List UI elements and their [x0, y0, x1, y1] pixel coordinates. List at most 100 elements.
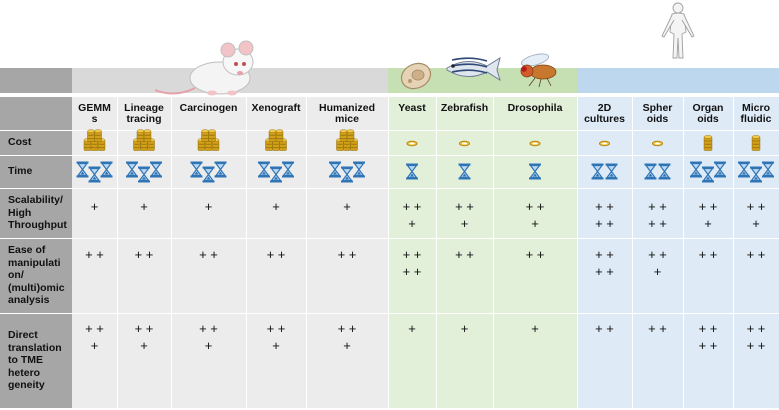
- grid-col-line: [436, 97, 437, 408]
- hourglass-icon: [738, 161, 774, 183]
- row-label: Scalability/ High Throughput: [8, 194, 67, 232]
- grid-row-line: [0, 155, 779, 156]
- plus-score: + +: [402, 264, 422, 279]
- plus-score: +: [408, 216, 416, 231]
- plus-score: + +: [648, 247, 667, 262]
- column-header: Drosophila: [507, 102, 563, 114]
- plus-score: + +: [85, 321, 104, 336]
- plus-score: +: [272, 338, 280, 353]
- score-cell-ease: + + +: [632, 238, 683, 313]
- plus-score: +: [140, 199, 148, 214]
- human-figure-icon: [661, 2, 695, 59]
- grid-col-line: [117, 97, 118, 408]
- single-coin-icon: [599, 140, 610, 147]
- score-cell-ease: + +: [246, 238, 306, 313]
- score-cell-scalability: + + +: [733, 188, 779, 238]
- row-label: Time: [8, 165, 33, 178]
- score-cell-ease: + +: [733, 238, 779, 313]
- score-cell-ease: + +: [493, 238, 577, 313]
- score-cell-translation: + + + +: [683, 313, 733, 408]
- plus-score: +: [531, 216, 539, 231]
- row-label: Cost: [8, 136, 32, 149]
- plus-score: +: [90, 199, 99, 214]
- plus-score: + +: [698, 247, 718, 262]
- single-coin-icon: [529, 140, 541, 147]
- score-cell-ease: + + + +: [388, 238, 436, 313]
- plus-score: + +: [402, 247, 422, 262]
- plus-score: + +: [455, 247, 474, 262]
- mouse-illustration-icon: [154, 40, 254, 96]
- single-coin-icon: [652, 140, 663, 147]
- score-cell-translation: + + +: [246, 313, 306, 408]
- plus-score: + +: [746, 247, 766, 262]
- plus-score: +: [460, 216, 469, 231]
- plus-score: + +: [698, 321, 718, 336]
- grid-col-line: [388, 97, 389, 408]
- plus-score: +: [460, 321, 469, 336]
- hourglass-icon: [644, 163, 671, 180]
- plus-score: + +: [85, 247, 104, 262]
- coin-stack-small-icon: [703, 135, 713, 151]
- plus-score: +: [204, 338, 213, 353]
- plus-score: + +: [402, 199, 422, 214]
- grid-col-line: [683, 97, 684, 408]
- score-cell-scalability: +: [246, 188, 306, 238]
- row-label: Ease of manipulati on/ (multi)omic analy…: [8, 244, 65, 307]
- plus-score: + +: [595, 321, 614, 336]
- plus-score: + +: [595, 199, 614, 214]
- hourglass-icon: [529, 163, 541, 180]
- column-header: 2D cultures: [584, 102, 625, 125]
- zebrafish-icon: [446, 56, 501, 82]
- plus-score: +: [343, 199, 351, 214]
- score-cell-translation: + +: [632, 313, 683, 408]
- coin-stack-small-icon: [751, 135, 761, 151]
- grid-row-line: [0, 238, 779, 239]
- grid-row-line: [0, 188, 779, 189]
- score-cell-ease: + +: [306, 238, 388, 313]
- score-cell-scalability: +: [171, 188, 246, 238]
- plus-score: + +: [746, 321, 766, 336]
- coin-stack-large-icon: [133, 129, 155, 151]
- column-header: Zebrafish: [440, 102, 489, 114]
- plus-score: +: [90, 338, 99, 353]
- grid-col-line: [246, 97, 247, 408]
- plus-score: + +: [746, 199, 766, 214]
- plus-score: + +: [595, 247, 614, 262]
- hourglass-icon: [190, 161, 227, 183]
- hourglass-icon: [591, 163, 618, 180]
- label-column-band: [0, 68, 72, 93]
- plus-score: +: [408, 321, 416, 336]
- score-cell-ease: + +: [72, 238, 117, 313]
- column-header: Carcinogen: [179, 102, 238, 114]
- grid-col-line: [171, 97, 172, 408]
- plus-score: +: [704, 216, 712, 231]
- plus-score: +: [531, 321, 539, 336]
- plus-score: + +: [525, 199, 545, 214]
- hourglass-icon: [76, 161, 113, 183]
- plus-score: + +: [199, 247, 218, 262]
- plus-score: + +: [266, 247, 286, 262]
- plus-score: +: [140, 338, 148, 353]
- plus-score: + +: [648, 199, 667, 214]
- score-cell-ease: + + + +: [577, 238, 632, 313]
- score-cell-scalability: +: [117, 188, 171, 238]
- plus-score: + +: [525, 247, 545, 262]
- plus-score: + +: [595, 216, 614, 231]
- score-cell-ease: + +: [171, 238, 246, 313]
- group-body-human-models: [577, 97, 779, 408]
- column-header: Humanized mice: [318, 102, 375, 125]
- score-cell-translation: +: [436, 313, 493, 408]
- score-cell-translation: +: [493, 313, 577, 408]
- column-header: Xenograft: [251, 102, 301, 114]
- column-header: Micro fluidic: [740, 102, 772, 125]
- grid-row-line: [0, 130, 779, 131]
- hourglass-icon: [329, 161, 365, 183]
- drosophila-icon: [520, 53, 557, 88]
- plus-score: + +: [648, 216, 667, 231]
- plus-score: +: [204, 199, 213, 214]
- grid-col-line: [306, 97, 307, 408]
- grid-col-line: [733, 97, 734, 408]
- hourglass-icon: [258, 161, 294, 183]
- hourglass-icon: [406, 163, 418, 180]
- score-cell-translation: + + +: [117, 313, 171, 408]
